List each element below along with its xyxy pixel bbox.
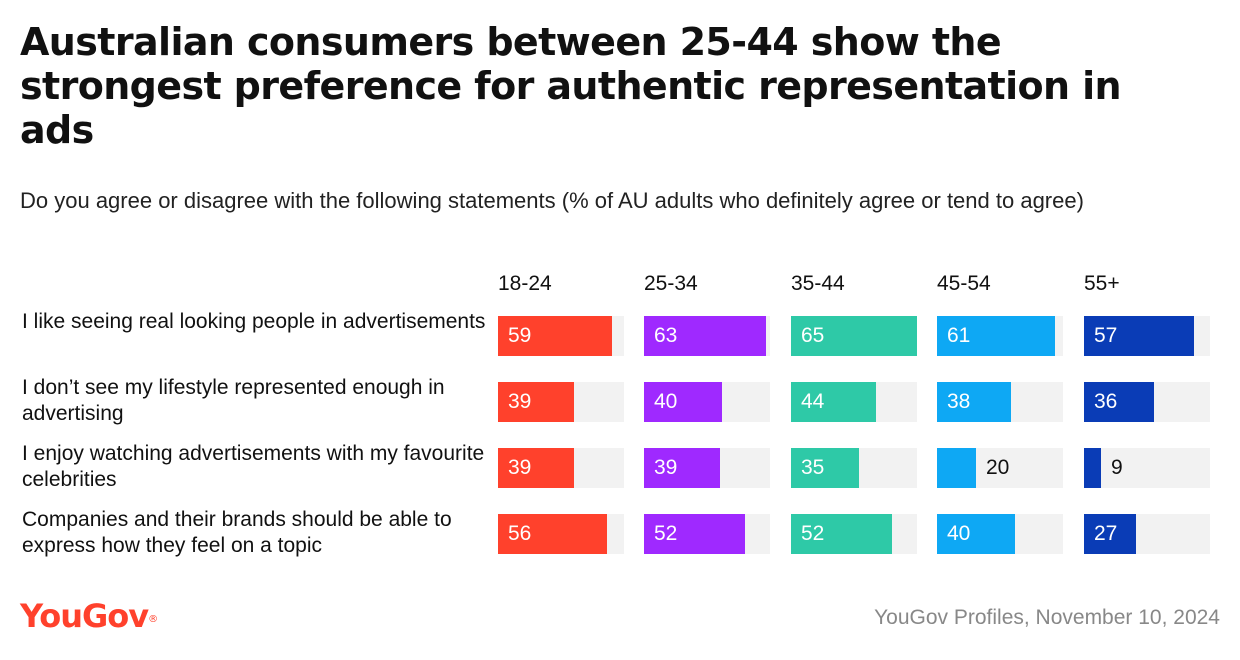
bar-value-label: 36 bbox=[1094, 390, 1118, 413]
bar bbox=[644, 316, 766, 356]
bar bbox=[791, 316, 917, 356]
bar-value-label: 52 bbox=[654, 522, 678, 545]
bar-track: 40 bbox=[937, 514, 1063, 554]
bar bbox=[498, 316, 612, 356]
bar-value-label: 57 bbox=[1094, 324, 1118, 347]
bar-value-label: 40 bbox=[947, 522, 971, 545]
bar-track: 56 bbox=[498, 514, 624, 554]
bar bbox=[791, 514, 892, 554]
yougov-logo: YouGov® bbox=[20, 596, 158, 636]
column-header-4: 55+ bbox=[1084, 272, 1120, 295]
column-header-3: 45-54 bbox=[937, 272, 991, 295]
bar bbox=[498, 448, 574, 488]
bar bbox=[1084, 514, 1136, 554]
bar-value-label: 9 bbox=[1111, 456, 1123, 479]
bar bbox=[498, 382, 574, 422]
bar-track: 61 bbox=[937, 316, 1063, 356]
bar-value-label: 44 bbox=[801, 390, 825, 413]
bar-value-label: 63 bbox=[654, 324, 678, 347]
column-header-2: 35-44 bbox=[791, 272, 845, 295]
column-header-0: 18-24 bbox=[498, 272, 552, 295]
bar-value-label: 39 bbox=[654, 456, 678, 479]
bar bbox=[644, 382, 722, 422]
column-header-1: 25-34 bbox=[644, 272, 698, 295]
bar-value-label: 39 bbox=[508, 456, 532, 479]
logo-registered-mark: ® bbox=[148, 614, 158, 625]
row-label-0: I like seeing real looking people in adv… bbox=[22, 310, 486, 333]
bar bbox=[937, 448, 976, 488]
source-note: YouGov Profiles, November 10, 2024 bbox=[874, 606, 1220, 629]
bar-track: 39 bbox=[644, 448, 770, 488]
bar-track: 44 bbox=[791, 382, 917, 422]
bar bbox=[1084, 316, 1194, 356]
bar-track: 38 bbox=[937, 382, 1063, 422]
bar-track: 57 bbox=[1084, 316, 1210, 356]
bar-track: 52 bbox=[644, 514, 770, 554]
bar bbox=[937, 316, 1055, 356]
bar-value-label: 20 bbox=[986, 456, 1010, 479]
bar bbox=[791, 382, 876, 422]
bar bbox=[1084, 382, 1154, 422]
bar-value-label: 52 bbox=[801, 522, 825, 545]
bar-value-label: 61 bbox=[947, 324, 971, 347]
row-label-2: I enjoy watching advertisements with my … bbox=[22, 442, 485, 491]
bar-value-label: 56 bbox=[508, 522, 532, 545]
bar-value-label: 39 bbox=[508, 390, 532, 413]
bar-track: 52 bbox=[791, 514, 917, 554]
bar-track: 39 bbox=[498, 382, 624, 422]
bar-value-label: 27 bbox=[1094, 522, 1118, 545]
bar-track: 9 bbox=[1084, 448, 1210, 488]
bar-track: 63 bbox=[644, 316, 770, 356]
bar-value-label: 38 bbox=[947, 390, 971, 413]
bar bbox=[937, 514, 1015, 554]
row-label-3: Companies and their brands should be abl… bbox=[22, 508, 452, 557]
bar-track: 65 bbox=[791, 316, 917, 356]
chart-subtitle: Do you agree or disagree with the follow… bbox=[20, 188, 1084, 213]
bar-value-label: 40 bbox=[654, 390, 678, 413]
bar-track: 35 bbox=[791, 448, 917, 488]
logo-text: YouGov bbox=[20, 597, 149, 635]
bar-track: 27 bbox=[1084, 514, 1210, 554]
row-label-1: I don’t see my lifestyle represented eno… bbox=[22, 376, 445, 425]
bar bbox=[644, 448, 720, 488]
bar bbox=[791, 448, 859, 488]
bar-track: 39 bbox=[498, 448, 624, 488]
bar-value-label: 59 bbox=[508, 324, 532, 347]
bar bbox=[1084, 448, 1101, 488]
bar-value-label: 35 bbox=[801, 456, 825, 479]
bar-track: 59 bbox=[498, 316, 624, 356]
bar bbox=[498, 514, 607, 554]
bar-track: 20 bbox=[937, 448, 1063, 488]
chart-title: Australian consumers between 25-44 show … bbox=[20, 20, 1122, 152]
bar-value-label: 65 bbox=[801, 324, 825, 347]
bar bbox=[937, 382, 1011, 422]
bar bbox=[644, 514, 745, 554]
bar-track: 40 bbox=[644, 382, 770, 422]
bar-track: 36 bbox=[1084, 382, 1210, 422]
